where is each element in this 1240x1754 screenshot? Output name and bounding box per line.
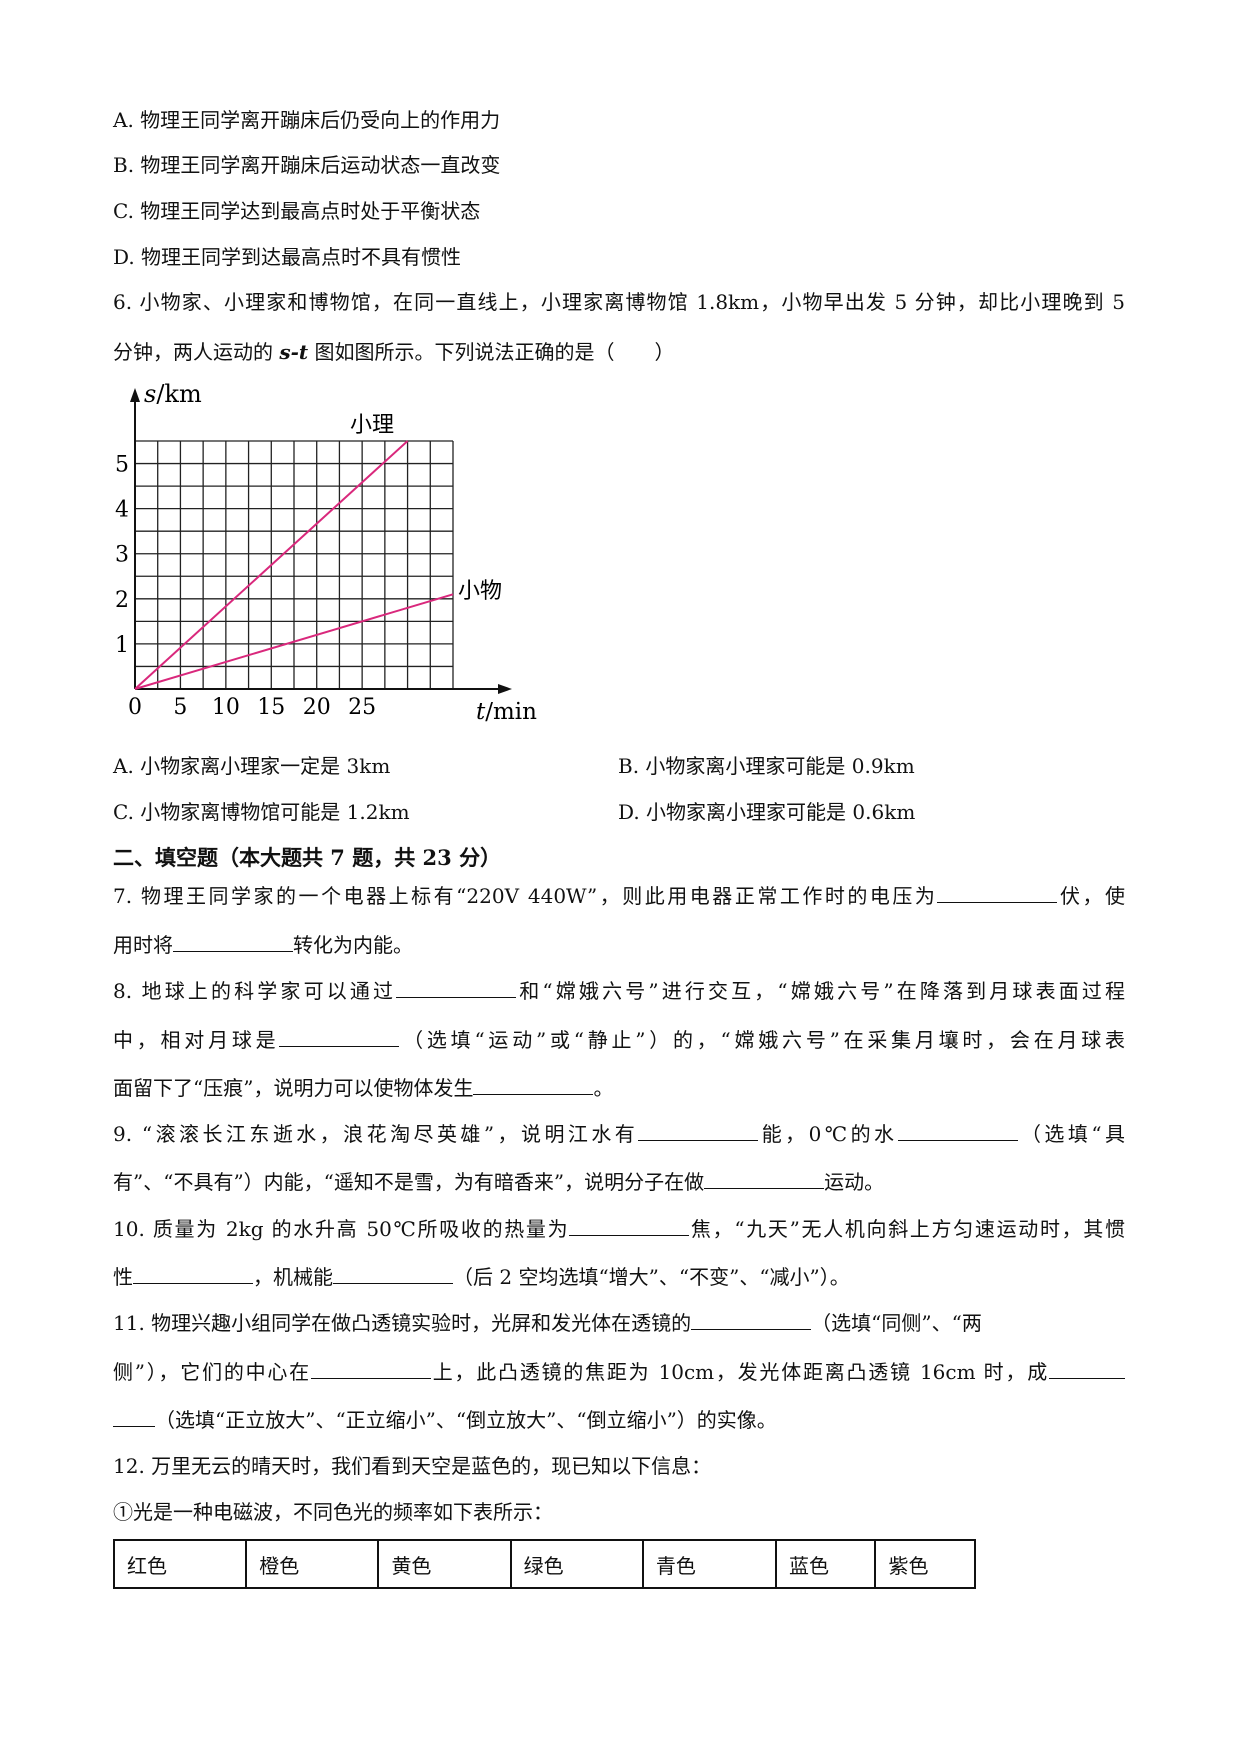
- q6-stem-line2: 分钟，两人运动的 s-t 图如图所示。下列说法正确的是（ ）: [113, 340, 675, 364]
- question-text: （后 2 空均选填“增大”、“不变”、“减小”）。: [453, 1265, 850, 1289]
- st-symbol: s-t: [279, 340, 309, 364]
- question-text: ①光是一种电磁波，不同色光的频率如下表所示：: [113, 1500, 553, 1524]
- question-text: 中，相对月球是: [113, 1028, 280, 1052]
- answer-blank[interactable]: [396, 979, 517, 998]
- answer-blank[interactable]: [569, 1217, 690, 1236]
- answer-blank[interactable]: [473, 1076, 594, 1095]
- color-cell: 紫色: [874, 1539, 976, 1589]
- question-text: 11. 物理兴趣小组同学在做凸透镜实验时，光屏和发光体在透镜的: [113, 1311, 692, 1335]
- x-tick-label: 15: [257, 695, 285, 720]
- q6-stem-text: 分钟，两人运动的: [113, 340, 280, 364]
- question-text: 转化为内能。: [293, 933, 413, 957]
- x-axis-label: t/min: [476, 699, 537, 725]
- answer-blank[interactable]: [638, 1122, 759, 1141]
- color-cell: 青色: [641, 1539, 777, 1589]
- question-text: 。: [593, 1076, 614, 1100]
- series-label: 小物: [458, 579, 502, 604]
- answer-blank[interactable]: [133, 1265, 253, 1284]
- question-text: 能，0℃的水: [758, 1122, 898, 1146]
- question-text: 面留下了“压痕”，说明力可以使物体发生: [113, 1076, 474, 1100]
- q6-option-b: B. 小物家离小理家可能是 0.9km: [618, 754, 915, 778]
- answer-blank[interactable]: [333, 1265, 453, 1284]
- y-tick-label: 5: [115, 453, 129, 478]
- question-text: （选填“同侧”、“两: [811, 1311, 982, 1335]
- question-text: 性: [113, 1265, 133, 1289]
- question-text: 9. “滚滚长江东逝水，浪花淘尽英雄”，说明江水有: [113, 1122, 639, 1146]
- question-text: 有”、“不具有”）内能，“遥知不是雪，为有暗香来”，说明分子在做: [113, 1170, 705, 1194]
- y-tick-label: 4: [115, 498, 129, 523]
- question-text: 焦，“九天”无人机向斜上方匀速运动时，其惯: [689, 1217, 1125, 1241]
- y-axis-arrow-icon: [130, 388, 140, 402]
- question-line: 用时将 转化为内能。: [113, 933, 413, 957]
- answer-blank[interactable]: [691, 1311, 812, 1330]
- color-cell: 绿色: [509, 1539, 644, 1589]
- x-tick-label: 10: [212, 695, 240, 720]
- color-cell: 蓝色: [774, 1539, 877, 1589]
- question-text: 用时将: [113, 933, 173, 957]
- question-line: 11. 物理兴趣小组同学在做凸透镜实验时，光屏和发光体在透镜的 （选填“同侧”、“…: [113, 1311, 982, 1335]
- question-line: ①光是一种电磁波，不同色光的频率如下表所示：: [113, 1500, 553, 1524]
- question-text: 和“嫦娥六号”进行交互，“嫦娥六号”在降落到月球表面过程: [516, 979, 1125, 1003]
- y-tick-label: 2: [115, 588, 129, 613]
- series-label: 小理: [350, 413, 394, 438]
- answer-blank[interactable]: [704, 1170, 825, 1189]
- q6-option-d: D. 小物家离小理家可能是 0.6km: [618, 800, 916, 824]
- color-table: 红色 橙色 黄色 绿色 青色 蓝色 紫色: [112, 1539, 976, 1589]
- question-line: 12. 万里无云的晴天时，我们看到天空是蓝色的，现已知以下信息：: [113, 1454, 711, 1478]
- question-text: 8. 地球上的科学家可以通过: [113, 979, 397, 1003]
- answer-blank[interactable]: [310, 1360, 431, 1379]
- x-axis-arrow-icon: [498, 684, 512, 694]
- color-cell: 红色: [112, 1539, 248, 1589]
- question-line: 性 ，机械能 （后 2 空均选填“增大”、“不变”、“减小”）。: [113, 1265, 850, 1289]
- x-tick-label: 25: [348, 695, 376, 720]
- q5-option-b: B. 物理王同学离开蹦床后运动状态一直改变: [113, 153, 501, 177]
- q5-option-c: C. 物理王同学达到最高点时处于平衡状态: [113, 199, 481, 223]
- answer-blank[interactable]: [937, 884, 1058, 903]
- question-text: 10. 质量为 2kg 的水升高 50℃所吸收的热量为: [113, 1217, 570, 1241]
- question-text: ，机械能: [253, 1265, 333, 1289]
- question-text: 上，此凸透镜的焦距为 10cm，发光体距离凸透镜 16cm 时，成: [430, 1360, 1049, 1384]
- series-line: [134, 440, 409, 690]
- question-line: 8. 地球上的科学家可以通过 和“嫦娥六号”进行交互，“嫦娥六号”在降落到月球表面…: [113, 979, 1125, 1003]
- q6-stem-line1: 6. 小物家、小理家和博物馆，在同一直线上，小理家离博物馆 1.8km，小物早出…: [113, 290, 1125, 314]
- answer-blank[interactable]: [1049, 1360, 1125, 1379]
- question-text: （选填“正立放大”、“正立缩小”、“倒立放大”、“倒立缩小”）的实像。: [155, 1408, 777, 1432]
- question-line: 7. 物理王同学家的一个电器上标有“220V 440W”，则此用电器正常工作时的…: [113, 884, 1125, 908]
- question-text: 运动。: [824, 1170, 885, 1194]
- color-table-row: 红色 橙色 黄色 绿色 青色 蓝色 紫色: [112, 1539, 976, 1589]
- answer-blank[interactable]: [897, 1122, 1018, 1141]
- answer-blank[interactable]: [173, 933, 293, 952]
- q6-stem-text-end: 图如图所示。下列说法正确的是（ ）: [308, 340, 675, 364]
- question-line: 侧”），它们的中心在 上，此凸透镜的焦距为 10cm，发光体距离凸透镜 16cm …: [113, 1360, 1125, 1384]
- question-line: 10. 质量为 2kg 的水升高 50℃所吸收的热量为 焦，“九天”无人机向斜上方…: [113, 1217, 1125, 1241]
- answer-blank[interactable]: [113, 1408, 155, 1427]
- question-text: 侧”），它们的中心在: [113, 1360, 311, 1384]
- x-tick-label: 20: [303, 695, 331, 720]
- question-text: （选填“运动”或“静止”）的，“嫦娥六号”在采集月壤时，会在月球表: [399, 1028, 1126, 1052]
- question-text: 伏，使: [1057, 884, 1125, 908]
- q6-option-a: A. 小物家离小理家一定是 3km: [113, 754, 391, 778]
- question-text: 7. 物理王同学家的一个电器上标有“220V 440W”，则此用电器正常工作时的…: [113, 884, 938, 908]
- question-line: 有”、“不具有”）内能，“遥知不是雪，为有暗香来”，说明分子在做 运动。: [113, 1170, 884, 1194]
- question-line: 9. “滚滚长江东逝水，浪花淘尽英雄”，说明江水有 能，0℃的水 （选填“具: [113, 1122, 1125, 1146]
- x-tick-label: 5: [173, 695, 187, 720]
- q5-option-a: A. 物理王同学离开蹦床后仍受向上的作用力: [113, 108, 501, 132]
- color-cell: 橙色: [245, 1539, 380, 1589]
- x-tick-label: 0: [128, 695, 142, 720]
- y-tick-label: 3: [115, 543, 129, 568]
- question-line: 面留下了“压痕”，说明力可以使物体发生 。: [113, 1076, 613, 1100]
- y-tick-label: 1: [115, 633, 129, 658]
- color-cell: 黄色: [377, 1539, 512, 1589]
- question-line: 中，相对月球是 （选填“运动”或“静止”）的，“嫦娥六号”在采集月壤时，会在月球表: [113, 1028, 1125, 1052]
- question-text: （选填“具: [1017, 1122, 1125, 1146]
- section-2-title: 二、填空题（本大题共 7 题，共 23 分）: [113, 845, 502, 870]
- series-line: [134, 593, 454, 690]
- answer-blank[interactable]: [279, 1028, 400, 1047]
- q5-option-d: D. 物理王同学到达最高点时不具有惯性: [113, 245, 462, 269]
- question-text: 12. 万里无云的晴天时，我们看到天空是蓝色的，现已知以下信息：: [113, 1454, 712, 1478]
- y-axis-label: s/km: [144, 380, 202, 408]
- question-line: （选填“正立放大”、“正立缩小”、“倒立放大”、“倒立缩小”）的实像。: [113, 1408, 777, 1432]
- q6-option-c: C. 小物家离博物馆可能是 1.2km: [113, 800, 410, 824]
